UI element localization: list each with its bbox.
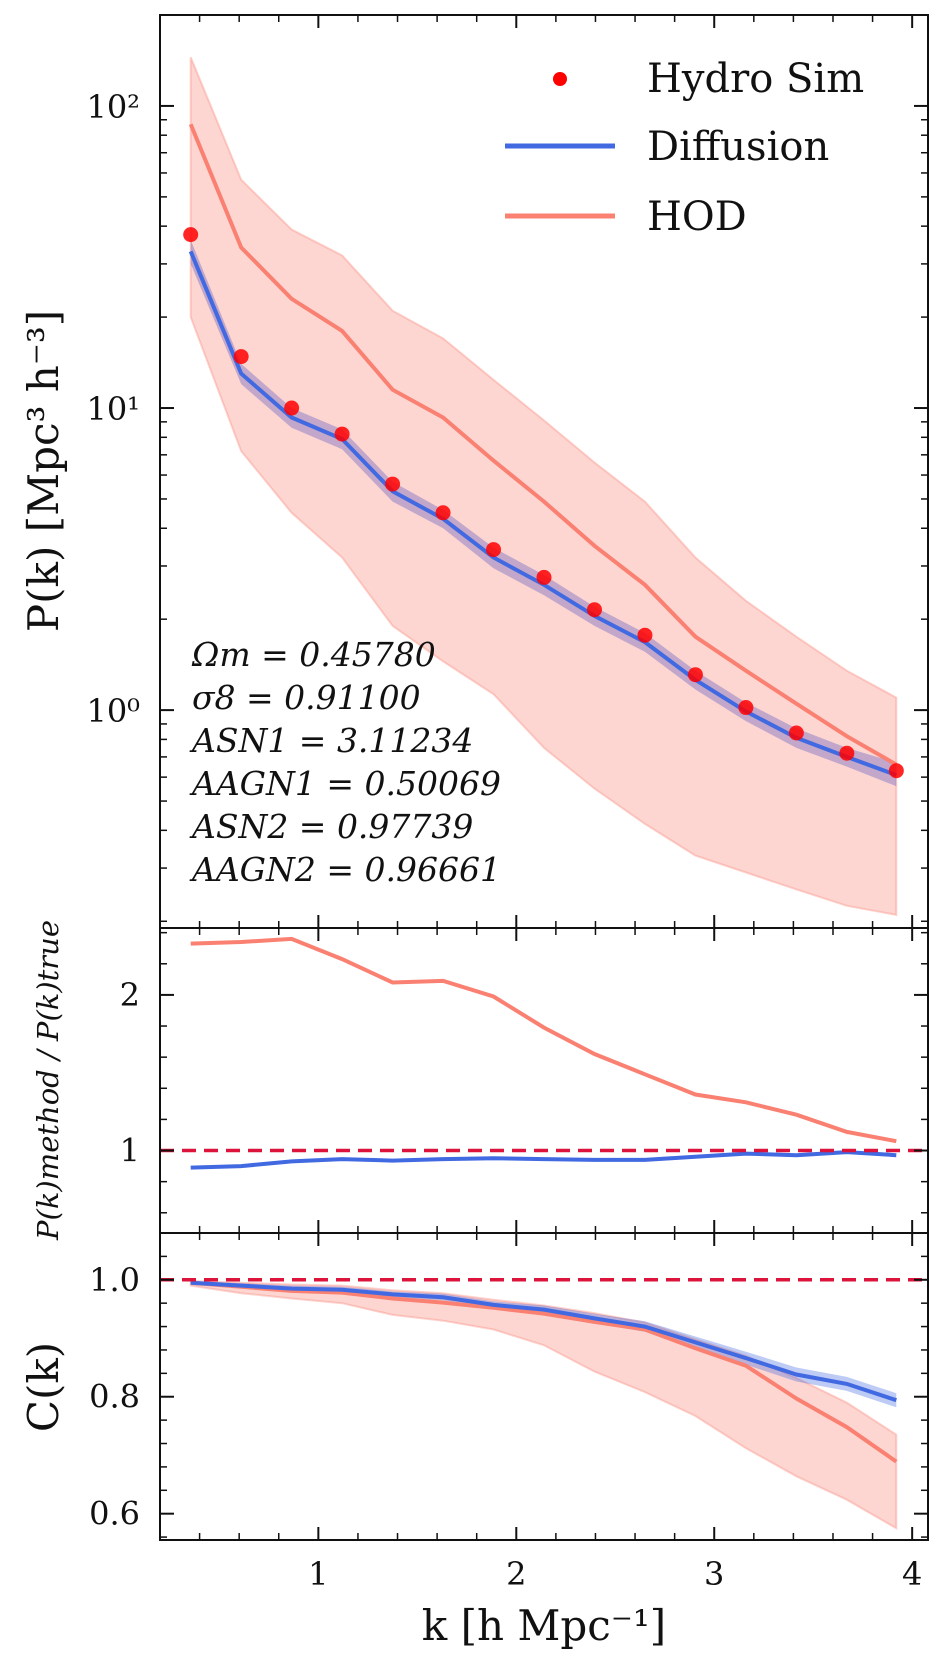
ratio-panel: 1 2 P(k)method / P(k)true (31, 920, 929, 1241)
x-tick-label: 4 (902, 1555, 922, 1593)
y-tick-label: 10¹ (86, 390, 140, 428)
x-tick-label: 3 (704, 1555, 724, 1593)
annotation-omega-m: Ωm = 0.45780 (191, 635, 436, 674)
hydro-sim-point (435, 505, 451, 521)
hydro-sim-point (183, 227, 199, 243)
hydro-sim-point (738, 700, 754, 716)
parameter-annotation: Ωm = 0.45780 σ8 = 0.91100 ASN1 = 3.11234… (189, 635, 501, 889)
cross-correlation-panel: 1 2 3 4 0.6 0.8 1.0 C(k) k [h Mpc⁻¹] (19, 1232, 929, 1650)
hydro-sim-point (586, 602, 602, 618)
diffusion-correlation-band (190, 1281, 897, 1408)
legend: Hydro Sim Diffusion HOD (505, 56, 864, 240)
hydro-sim-point (233, 349, 249, 365)
annotation-a-agn2: AAGN2 = 0.96661 (189, 850, 501, 889)
hod-ratio-line (190, 936, 897, 1144)
middle-axes-frame (159, 927, 929, 1234)
hydro-sim-point (385, 476, 401, 492)
y-tick-label: 2 (120, 976, 140, 1014)
legend-marker-hydro-sim (553, 72, 567, 86)
hydro-sim-point (839, 745, 855, 761)
legend-label-diffusion: Diffusion (647, 124, 829, 170)
hod-line (188, 123, 898, 767)
hydro-sim-point (334, 426, 350, 442)
x-tick-label: 1 (308, 1555, 328, 1593)
y-tick-label: 0.8 (89, 1378, 140, 1416)
legend-label-hod: HOD (647, 194, 747, 240)
hydro-sim-point (284, 400, 300, 416)
y-tick-label: 0.6 (89, 1495, 140, 1533)
power-spectrum-panel: 10² 10¹ 10⁰ Hydro Sim Diffusion HOD Ωm = 0… (19, 14, 929, 929)
annotation-a-agn1: AAGN1 = 0.50069 (189, 764, 501, 803)
legend-label-hydro-sim: Hydro Sim (647, 56, 864, 102)
hydro-sim-point (486, 542, 502, 558)
bottom-axes-frame (159, 1232, 929, 1541)
x-axis-label: k [h Mpc⁻¹] (422, 1601, 666, 1650)
y-tick-label: 1.0 (89, 1261, 140, 1299)
x-tick-label: 2 (506, 1555, 526, 1593)
hod-correlation-line (190, 1280, 898, 1464)
hod-correlation-band (189, 1279, 898, 1531)
annotation-a-sn1: ASN1 = 3.11234 (189, 721, 473, 760)
y-tick-label: 10⁰ (86, 692, 140, 730)
hydro-sim-point (637, 627, 653, 643)
diffusion-correlation-line (190, 1280, 897, 1403)
y-tick-label: 10² (86, 88, 140, 126)
top-y-axis-label: P(k) [Mpc³ h⁻³] (19, 310, 68, 632)
hydro-sim-point (687, 667, 703, 683)
hydro-sim-point (536, 569, 552, 585)
bottom-y-axis-label: C(k) (19, 1342, 68, 1432)
annotation-sigma-8: σ8 = 0.91100 (192, 678, 421, 717)
annotation-a-sn2: ASN2 = 0.97739 (189, 807, 473, 846)
hod-uncertainty-band (189, 56, 898, 917)
middle-y-axis-label: P(k)method / P(k)true (31, 920, 65, 1241)
hydro-sim-point (888, 763, 904, 779)
hydro-sim-point (788, 725, 804, 741)
y-tick-label: 1 (120, 1132, 140, 1170)
diffusion-ratio-line (190, 1150, 897, 1170)
